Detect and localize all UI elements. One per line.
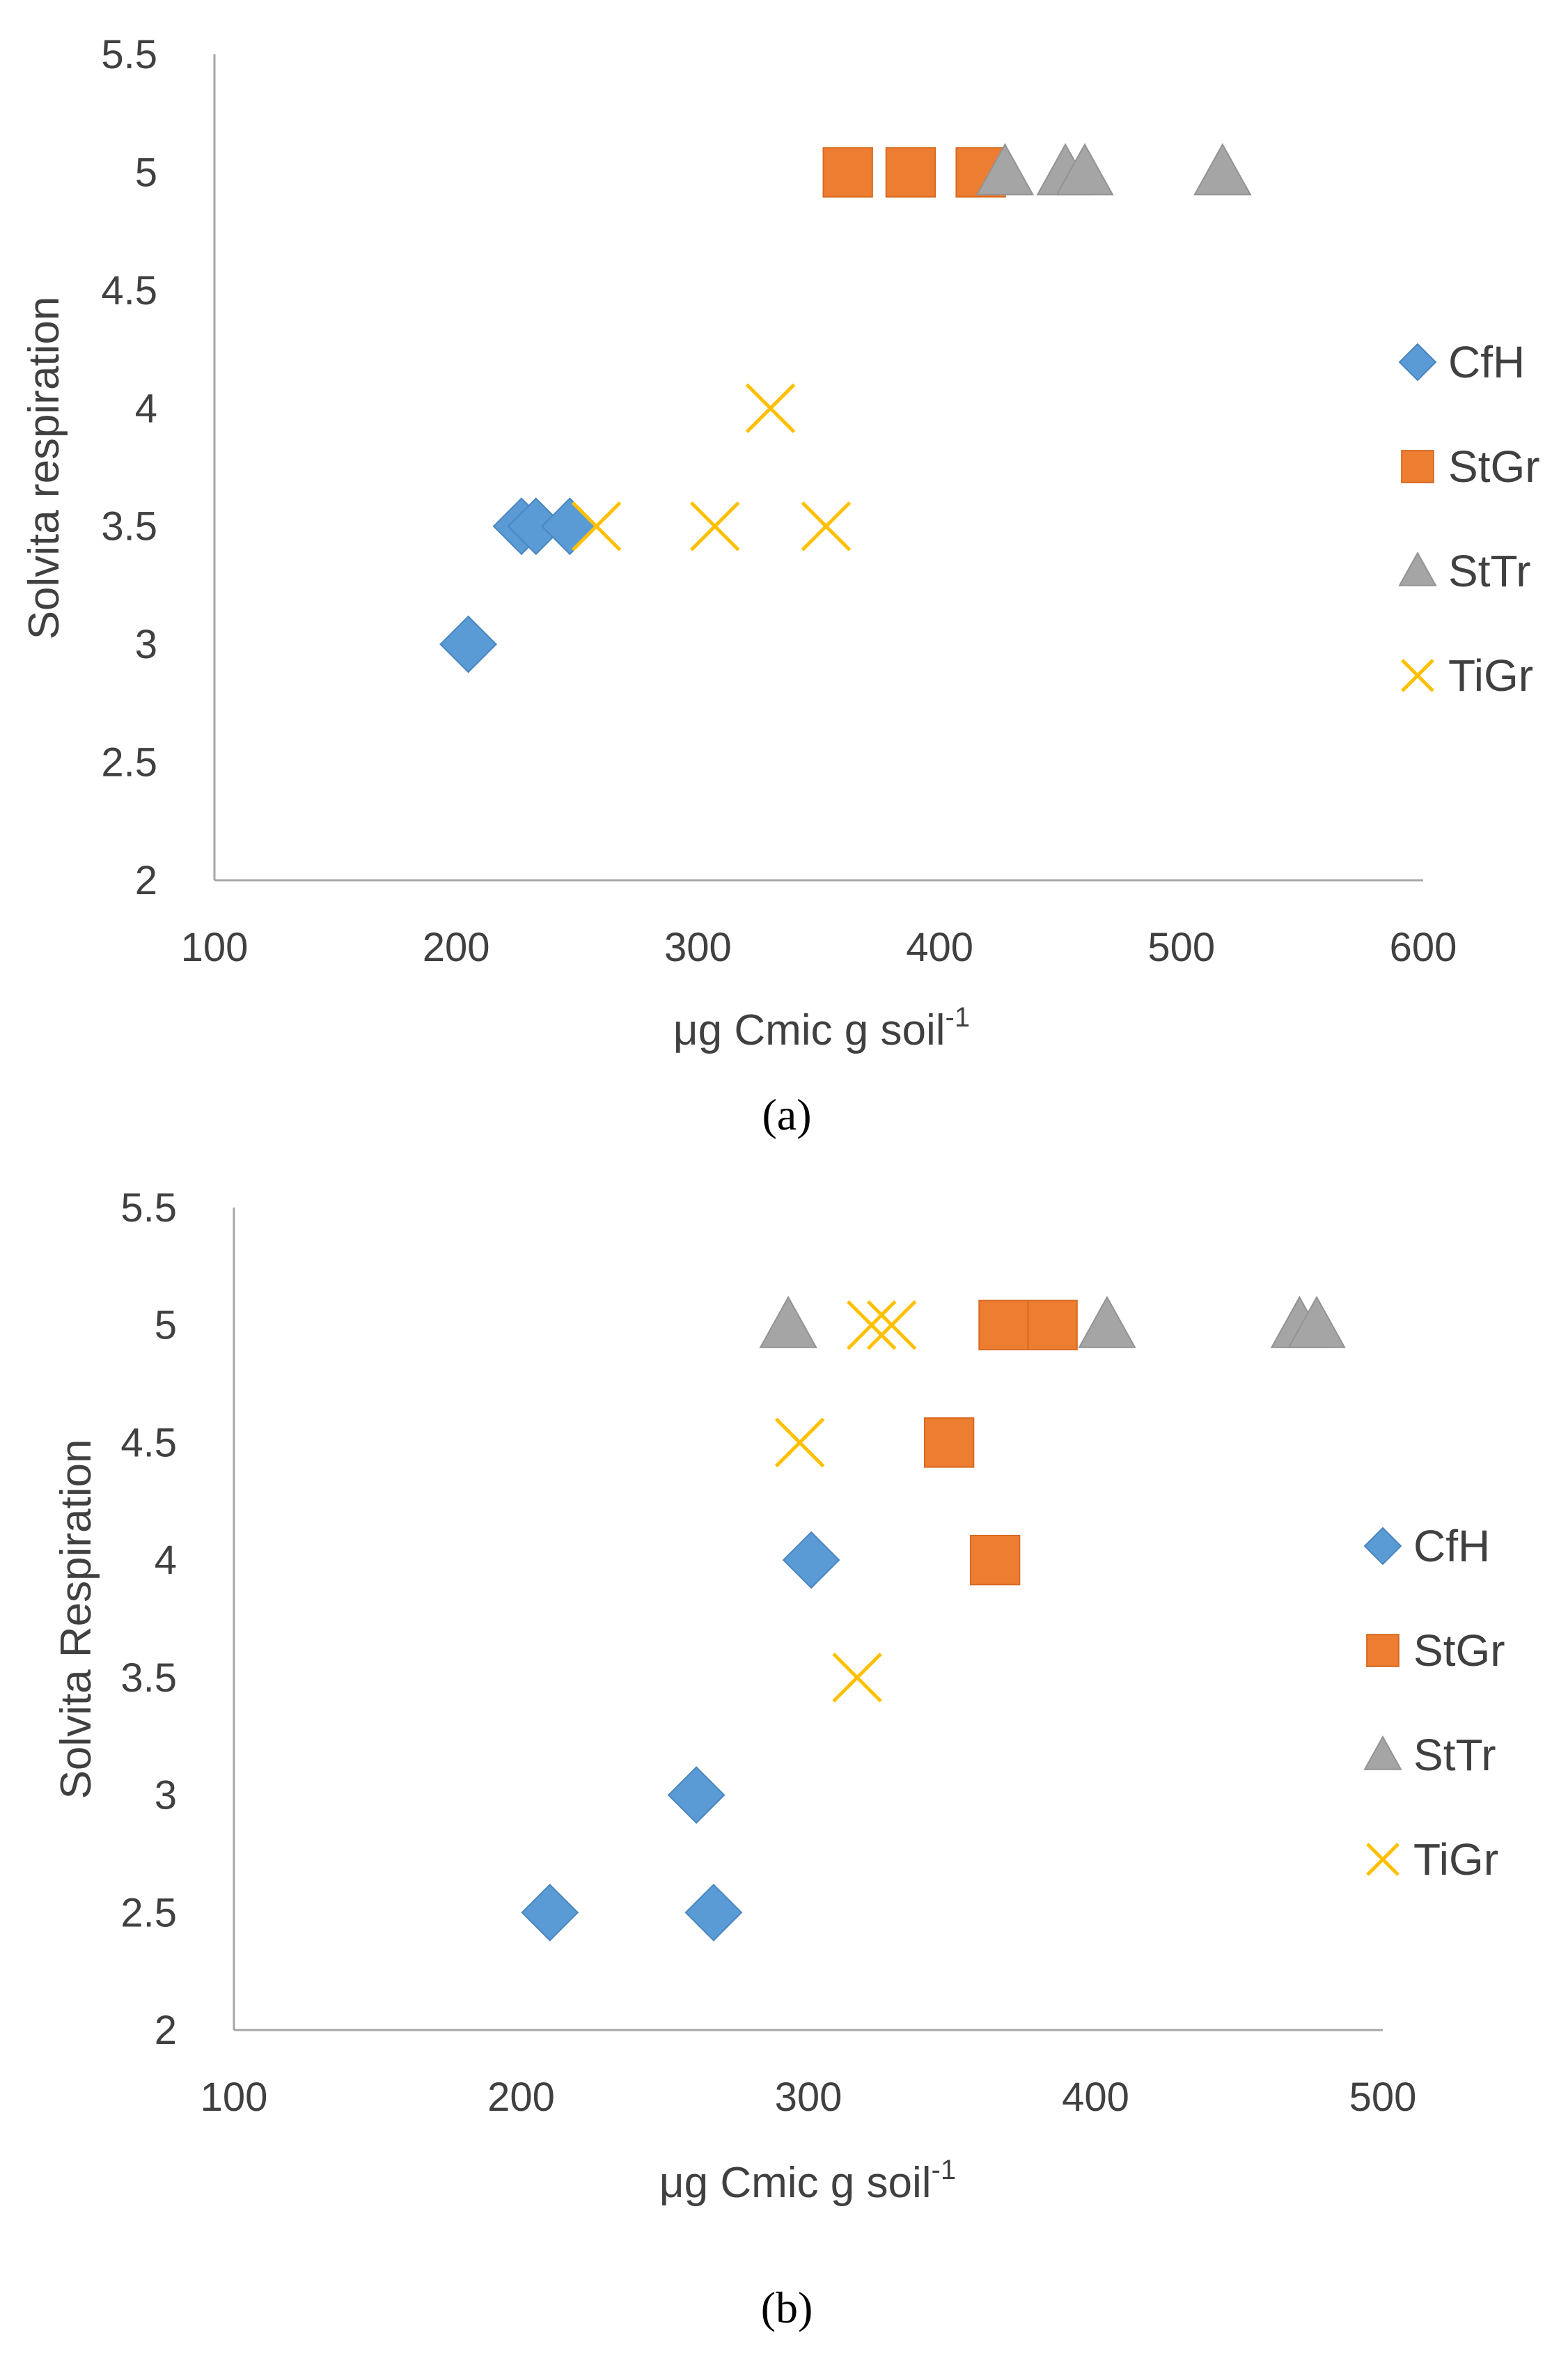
legend-label-tigr: TiGr: [1448, 650, 1533, 701]
legend-marker-stgr: [1401, 450, 1434, 483]
x-tick-label: 100: [181, 925, 249, 970]
data-point-cfh: [521, 1883, 579, 1942]
x-tick-label: 300: [775, 2075, 842, 2120]
data-point-tigr-stroke-2: [689, 501, 740, 552]
x-tick-label: 400: [1062, 2075, 1129, 2120]
data-point-cfh: [684, 1883, 743, 1942]
chart-panel-a: 2 2.5 3 3.5 4 4.5 5 5.5 100 200 300 400 500 600 μg Cmi…: [0, 0, 1568, 1170]
chart-a-svg: 2 2.5 3 3.5 4 4.5 5 5.5 100 200 300 400 500 600 μg Cmi…: [20, 32, 1540, 1139]
x-axis-title-superscript: -1: [946, 1002, 971, 1033]
data-point-tigr: [774, 1417, 825, 1468]
x-axis-title-main: μg Cmic g soil: [673, 1006, 946, 1054]
y-axis-title: Solvita respiration: [20, 297, 68, 640]
data-point-stgr: [923, 1417, 975, 1468]
chart-b-svg: 2 2.5 3 3.5 4 4.5 5 5.5 100 200 300 400 500 μg Cmic g…: [52, 1185, 1505, 2332]
data-point-tigr-stroke-2: [846, 1299, 897, 1350]
legend-label-cfh: CfH: [1448, 337, 1525, 387]
data-point-stgr: [885, 147, 936, 198]
legend-marker-tigr-stroke-2: [1401, 659, 1434, 692]
legend-marker-sttr: [1398, 551, 1437, 586]
panel-label: (b): [761, 2283, 813, 2332]
x-tick-label: 400: [906, 925, 973, 970]
y-tick-label: 3.5: [120, 1655, 177, 1701]
data-point-sttr: [759, 1295, 817, 1348]
legend-marker-sttr: [1363, 1735, 1402, 1770]
data-point-tigr: [846, 1299, 897, 1350]
y-tick-label: 4.5: [120, 1420, 177, 1465]
x-axis-title-superscript: -1: [932, 2155, 957, 2185]
x-tick-label: 500: [1349, 2075, 1417, 2120]
panel-label: (a): [762, 1090, 811, 1139]
data-point-stgr: [822, 147, 873, 198]
y-tick-label: 5: [135, 150, 157, 195]
y-tick-label: 3.5: [101, 504, 157, 549]
data-point-tigr-stroke-2: [774, 1417, 825, 1468]
y-tick-label: 5.5: [120, 1185, 177, 1231]
data-point-tigr: [866, 1299, 917, 1350]
data-point-stgr: [978, 1299, 1029, 1350]
data-point-tigr: [801, 501, 852, 552]
x-axis-title: μg Cmic g soil-1: [659, 2155, 956, 2207]
y-tick-label: 5: [155, 1303, 177, 1348]
x-axis-title: μg Cmic g soil-1: [673, 1002, 970, 1054]
y-tick-label: 2: [135, 858, 157, 903]
legend-marker-stgr: [1366, 1634, 1400, 1667]
chart-panel-b: 2 2.5 3 3.5 4 4.5 5 5.5 100 200 300 400 500 μg Cmic g…: [0, 1170, 1568, 2365]
legend-label-stgr: StGr: [1413, 1625, 1505, 1676]
legend-marker-cfh: [1363, 1527, 1402, 1566]
data-point-cfh: [782, 1531, 840, 1589]
legend-marker-tigr: [1401, 659, 1434, 692]
x-tick-label: 200: [423, 925, 490, 970]
data-point-sttr: [975, 143, 1035, 196]
data-point-tigr-stroke-2: [801, 501, 852, 552]
data-point-tigr: [689, 501, 740, 552]
data-point-sttr: [1078, 1295, 1136, 1348]
y-tick-label: 4: [155, 1538, 177, 1583]
data-point-sttr: [1056, 143, 1114, 196]
legend-marker-tigr-stroke-2: [1366, 1843, 1400, 1876]
y-tick-label: 3: [155, 1773, 177, 1818]
data-point-tigr: [571, 501, 622, 552]
data-point-cfh: [667, 1766, 726, 1824]
legend-label-sttr: StTr: [1448, 546, 1531, 596]
x-tick-label: 500: [1147, 925, 1215, 970]
data-point-tigr-stroke-2: [571, 501, 622, 552]
x-tick-label: 200: [487, 2075, 555, 2120]
legend-label-tigr: TiGr: [1413, 1834, 1498, 1884]
legend-label-stgr: StGr: [1448, 442, 1540, 492]
data-point-sttr: [1193, 143, 1252, 196]
y-axis-title: Solvita Respiration: [52, 1439, 100, 1800]
y-tick-label: 2: [155, 2008, 177, 2053]
data-point-sttr: [1287, 1295, 1346, 1348]
y-tick-label: 4: [135, 386, 157, 431]
data-point-tigr-stroke-2: [832, 1653, 882, 1703]
data-point-stgr: [1027, 1299, 1078, 1350]
y-tick-label: 4.5: [101, 268, 157, 313]
data-point-cfh: [540, 497, 599, 556]
legend-label-cfh: CfH: [1413, 1521, 1490, 1571]
data-point-tigr: [745, 383, 796, 434]
x-tick-label: 600: [1390, 925, 1457, 970]
x-axis-title-main: μg Cmic g soil: [659, 2159, 932, 2207]
data-point-tigr-stroke-2: [866, 1299, 917, 1350]
y-tick-label: 2.5: [101, 740, 157, 786]
data-point-tigr: [832, 1653, 882, 1703]
data-point-tigr-stroke-2: [745, 383, 796, 434]
x-tick-label: 100: [201, 2075, 268, 2120]
data-point-stgr: [969, 1534, 1021, 1586]
y-tick-label: 2.5: [120, 1890, 177, 1935]
y-tick-label: 5.5: [101, 32, 157, 77]
legend-marker-tigr: [1366, 1843, 1400, 1876]
legend-marker-cfh: [1398, 343, 1437, 382]
legend-label-sttr: StTr: [1413, 1730, 1496, 1780]
y-tick-label: 3: [135, 622, 157, 667]
x-tick-label: 300: [664, 925, 732, 970]
data-point-cfh: [439, 615, 497, 673]
